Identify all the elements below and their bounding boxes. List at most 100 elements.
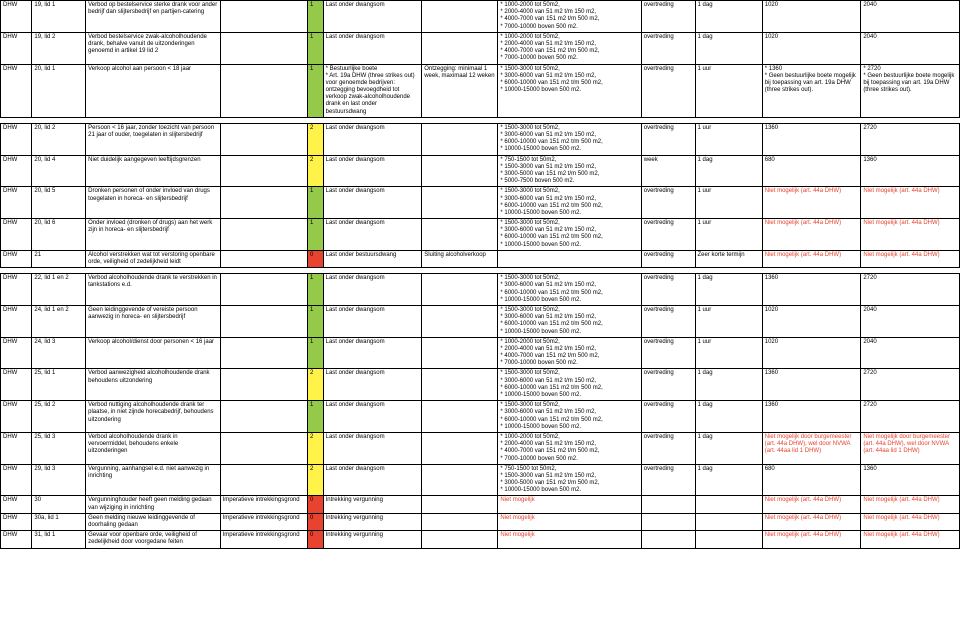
cell-c4 <box>220 401 307 433</box>
cell-c7 <box>422 123 498 155</box>
cell-c3: Niet duidelijk aangegeven leeftijdsgrenz… <box>86 155 220 187</box>
cell-c10: 1 dag <box>695 274 762 306</box>
cell-c9: week <box>641 155 695 187</box>
cell-c8: * 1500-3000 tot 50m2,* 3000-6000 van 51 … <box>498 401 641 433</box>
cell-c11: Niet mogelijk (art. 44a DHW) <box>762 187 861 219</box>
table-row: DHW25, lid 2Verbod nuttiging alcoholhoud… <box>1 401 960 433</box>
cell-c8: * 1500-3000 tot 50m2,* 3000-6000 van 51 … <box>498 64 641 117</box>
cell-c3: Vergunning, aanhangsel e.d. niet aanwezi… <box>86 464 220 496</box>
cell-c1: DHW <box>1 432 32 464</box>
table-row: DHW22, lid 1 en 2Verbod alcoholhoudende … <box>1 274 960 306</box>
cell-c4 <box>220 123 307 155</box>
cell-c10: 1 dag <box>695 155 762 187</box>
table-row: DHW19, lid 1Verbod op bestelservice ster… <box>1 1 960 33</box>
cell-c3: Verbod nuttiging alcoholhoudende drank t… <box>86 401 220 433</box>
cell-c1: DHW <box>1 187 32 219</box>
cell-c8: * 1000-2000 tot 50m2,* 2000-4000 van 51 … <box>498 432 641 464</box>
cell-c9: overtreding <box>641 123 695 155</box>
cell-c12: 2040 <box>861 305 960 337</box>
cell-c10: 1 dag <box>695 1 762 33</box>
cell-c4 <box>220 369 307 401</box>
cell-c12: 1360 <box>861 464 960 496</box>
cell-c5: 1 <box>307 219 323 251</box>
cell-c1: DHW <box>1 32 32 64</box>
cell-c7 <box>422 369 498 401</box>
table-row: DHW19, lid 2Verbod bestelservice zwak-al… <box>1 32 960 64</box>
table-row: DHW20, lid 5Dronken personen of onder in… <box>1 187 960 219</box>
cell-c7 <box>422 274 498 306</box>
cell-c8: Niet mogelijk <box>498 496 641 513</box>
cell-c4: Imperatieve intrekkingsgrond <box>220 531 307 548</box>
cell-c10: 1 dag <box>695 401 762 433</box>
cell-c6: Last onder dwangsom <box>323 464 422 496</box>
table-row: DHW31, lid 1Gevaar voor openbare orde, v… <box>1 531 960 548</box>
cell-c3: Verbod alcoholhoudende drank in vervoerm… <box>86 432 220 464</box>
cell-c7 <box>422 337 498 369</box>
enforcement-table: DHW19, lid 1Verbod op bestelservice ster… <box>0 0 960 549</box>
cell-c11: 1360 <box>762 274 861 306</box>
cell-c10: 1 dag <box>695 432 762 464</box>
cell-c7 <box>422 32 498 64</box>
cell-c6: Last onder dwangsom <box>323 305 422 337</box>
cell-c3: Persoon < 16 jaar, zonder toezicht van p… <box>86 123 220 155</box>
cell-c12: Niet mogelijk (art. 44a DHW) <box>861 219 960 251</box>
cell-c8: * 750-1500 tot 50m2,* 1500-3000 van 51 m… <box>498 155 641 187</box>
cell-c6: Last onder dwangsom <box>323 432 422 464</box>
cell-c8: * 1500-3000 tot 50m2,* 3000-6000 van 51 … <box>498 369 641 401</box>
cell-c11: 1020 <box>762 1 861 33</box>
cell-c7 <box>422 155 498 187</box>
cell-c4: Imperatieve intrekkingsgrond <box>220 513 307 530</box>
cell-c11: 1020 <box>762 32 861 64</box>
cell-c9: overtreding <box>641 250 695 267</box>
table-row: DHW25, lid 1Verbod aanwezigheid alcoholh… <box>1 369 960 401</box>
cell-c11: Niet mogelijk door burgemeester (art. 44… <box>762 432 861 464</box>
cell-c1: DHW <box>1 155 32 187</box>
cell-c4 <box>220 155 307 187</box>
cell-c1: DHW <box>1 274 32 306</box>
cell-c5: 1 <box>307 274 323 306</box>
cell-c3: Verbod aanwezigheid alcoholhoudende dran… <box>86 369 220 401</box>
cell-c10: 1 uur <box>695 187 762 219</box>
cell-c5: 1 <box>307 32 323 64</box>
cell-c3: Verkoop alcohol aan persoon < 18 jaar <box>86 64 220 117</box>
cell-c4: Imperatieve intrekkingsgrond <box>220 496 307 513</box>
cell-c12: 2720 <box>861 123 960 155</box>
cell-c2: 20, lid 6 <box>32 219 86 251</box>
table-row: DHW21Alcohol verstrekken wat tot verstor… <box>1 250 960 267</box>
cell-c11: * 1360* Geen bestuurlijke boete mogelijk… <box>762 64 861 117</box>
cell-c9: overtreding <box>641 401 695 433</box>
cell-c1: DHW <box>1 1 32 33</box>
cell-c6: Last onder dwangsom <box>323 401 422 433</box>
cell-c5: 2 <box>307 432 323 464</box>
cell-c2: 25, lid 1 <box>32 369 86 401</box>
cell-c5: 0 <box>307 513 323 530</box>
cell-c6: Last onder dwangsom <box>323 155 422 187</box>
table-row: DHW30a, lid 1Geen melding nieuwe leiding… <box>1 513 960 530</box>
cell-c7 <box>422 464 498 496</box>
cell-c12: Niet mogelijk (art. 44a DHW) <box>861 496 960 513</box>
cell-c10: 1 dag <box>695 464 762 496</box>
cell-c11: 680 <box>762 155 861 187</box>
cell-c2: 24, lid 1 en 2 <box>32 305 86 337</box>
cell-c10: 1 uur <box>695 219 762 251</box>
cell-c12: 2040 <box>861 32 960 64</box>
table-row: DHW24, lid 1 en 2Geen leidinggevende of … <box>1 305 960 337</box>
table-row: DHW24, lid 3Verkoop alcohol/dienst door … <box>1 337 960 369</box>
cell-c7 <box>422 187 498 219</box>
cell-c8: * 1000-2000 tot 50m2,* 2000-4000 van 51 … <box>498 32 641 64</box>
cell-c6: Last onder dwangsom <box>323 123 422 155</box>
cell-c2: 25, lid 2 <box>32 401 86 433</box>
cell-c7 <box>422 531 498 548</box>
cell-c5: 2 <box>307 369 323 401</box>
cell-c8: * 1000-2000 tot 50m2,* 2000-4000 van 51 … <box>498 1 641 33</box>
cell-c5: 2 <box>307 123 323 155</box>
cell-c9: overtreding <box>641 64 695 117</box>
table-row: DHW20, lid 4Niet duidelijk aangegeven le… <box>1 155 960 187</box>
cell-c2: 25, lid 3 <box>32 432 86 464</box>
cell-c12: 2040 <box>861 337 960 369</box>
table-row: DHW20, lid 6Onder invloed (dronken of dr… <box>1 219 960 251</box>
cell-c1: DHW <box>1 64 32 117</box>
cell-c11: Niet mogelijk (art. 44a DHW) <box>762 496 861 513</box>
cell-c1: DHW <box>1 401 32 433</box>
cell-c2: 20, lid 2 <box>32 123 86 155</box>
